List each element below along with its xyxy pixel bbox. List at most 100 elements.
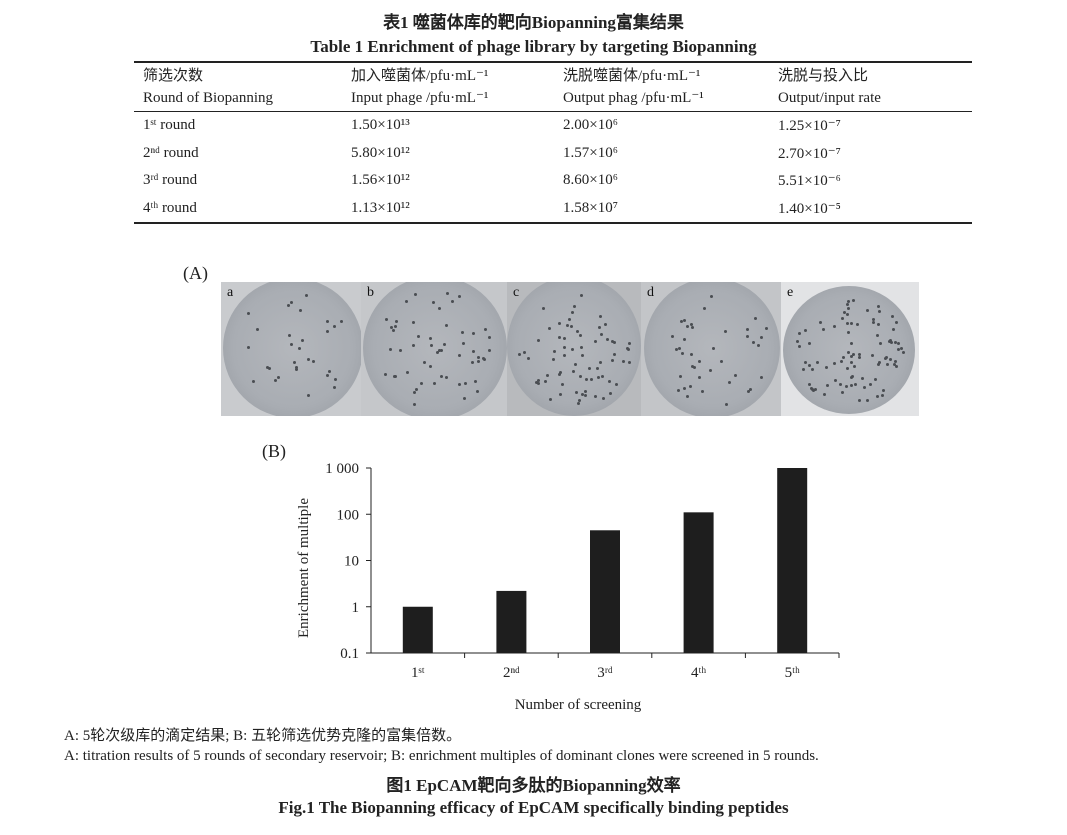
colony-dot bbox=[748, 387, 752, 391]
colony-dot bbox=[419, 381, 423, 385]
colony-dot bbox=[546, 374, 550, 378]
table-cell: 5.80×10¹² bbox=[351, 144, 410, 161]
colony-dot bbox=[678, 346, 682, 350]
colony-dot bbox=[428, 336, 432, 340]
colony-dot bbox=[691, 325, 695, 329]
colony-dot bbox=[871, 354, 875, 358]
colony-dot bbox=[562, 354, 566, 358]
colony-dot bbox=[881, 393, 885, 397]
colony-dot bbox=[327, 369, 331, 373]
colony-dot bbox=[601, 396, 605, 400]
y-tick-label: 100 bbox=[337, 507, 360, 523]
colony-dot bbox=[412, 320, 416, 324]
colony-dot bbox=[757, 344, 761, 348]
colony-dot bbox=[851, 299, 855, 303]
colony-dot bbox=[294, 368, 298, 372]
colony-dot bbox=[589, 378, 593, 382]
table-title-zh: 表1 噬菌体库的靶向Biopanning富集结果 bbox=[383, 13, 684, 32]
colony-dot bbox=[891, 315, 895, 319]
colony-dot bbox=[893, 362, 897, 366]
colony-dot bbox=[439, 374, 443, 378]
colony-dot bbox=[568, 317, 572, 321]
colony-dot bbox=[470, 360, 474, 364]
colony-dot bbox=[255, 328, 259, 332]
colony-dot bbox=[876, 304, 880, 308]
table-row: 1ˢᵗ round 1.50×10¹³ 2.00×10⁶ 1.25×10⁻⁷ bbox=[134, 112, 972, 140]
colony-dot bbox=[851, 353, 855, 357]
colony-dot bbox=[868, 383, 872, 387]
colony-dot bbox=[802, 367, 806, 371]
colony-dot bbox=[294, 365, 298, 369]
header-cell-output: 洗脱噬菌体/pfu·mL⁻¹ Output phag /pfu·mL⁻¹ bbox=[563, 68, 704, 106]
colony-dot bbox=[813, 388, 817, 392]
colony-dot bbox=[708, 368, 712, 372]
colony-dot bbox=[850, 342, 854, 346]
colony-dot bbox=[682, 337, 686, 341]
plate-letter: c bbox=[513, 285, 520, 300]
colony-dot bbox=[445, 291, 449, 295]
colony-dot bbox=[850, 361, 854, 365]
colony-dot bbox=[599, 333, 603, 337]
table-cell: 1.40×10⁻⁵ bbox=[778, 200, 841, 217]
colony-dot bbox=[562, 345, 566, 349]
colony-dot bbox=[877, 360, 881, 364]
colony-dot bbox=[428, 364, 432, 368]
colony-dot bbox=[895, 365, 899, 369]
colony-dot bbox=[683, 386, 687, 390]
colony-dot bbox=[850, 375, 854, 379]
colony-dot bbox=[325, 320, 329, 324]
y-tick-label: 1 000 bbox=[325, 461, 359, 477]
colony-dot bbox=[890, 340, 894, 344]
colony-dot bbox=[702, 307, 706, 311]
colony-dot bbox=[536, 382, 540, 386]
colony-dot bbox=[301, 338, 305, 342]
colony-dot bbox=[333, 377, 337, 381]
colony-dot bbox=[842, 356, 846, 360]
colony-dot bbox=[413, 390, 417, 394]
panel-a-label: (A) bbox=[183, 263, 208, 283]
colony-dot bbox=[299, 309, 303, 313]
colony-dot bbox=[458, 295, 462, 299]
colony-dot bbox=[572, 370, 576, 374]
colony-dot bbox=[473, 379, 477, 383]
colony-dot bbox=[900, 346, 904, 350]
colony-dot bbox=[526, 357, 530, 361]
colony-dot bbox=[808, 342, 812, 346]
colony-dot bbox=[850, 321, 854, 325]
y-tick-label: 1 bbox=[352, 600, 360, 616]
colony-dot bbox=[305, 294, 309, 298]
table-cell: 2.70×10⁻⁷ bbox=[778, 145, 841, 162]
colony-dot bbox=[541, 306, 545, 310]
colony-dot bbox=[405, 299, 409, 303]
colony-dot bbox=[584, 393, 588, 397]
colony-dot bbox=[877, 309, 881, 313]
colony-dot bbox=[289, 301, 293, 305]
header-cell-round: 筛选次数 Round of Biopanning bbox=[143, 68, 273, 106]
x-tick-label: 5ᵗʰ bbox=[785, 665, 800, 681]
bars bbox=[402, 468, 808, 653]
colony-dot bbox=[579, 346, 583, 350]
colony-dot bbox=[606, 338, 610, 342]
colony-dot bbox=[333, 386, 337, 390]
colony-dot bbox=[615, 383, 619, 387]
colony-dot bbox=[871, 320, 875, 324]
colony-dot bbox=[677, 388, 681, 392]
colony-dot bbox=[815, 361, 819, 365]
colony-dot bbox=[557, 336, 561, 340]
colony-dot bbox=[751, 340, 755, 344]
colony-dot bbox=[287, 303, 291, 307]
colony-dot bbox=[690, 364, 694, 368]
table-title-en: Table 1 Enrichment of phage library by t… bbox=[310, 37, 757, 56]
colony-dot bbox=[824, 366, 828, 370]
colony-dot bbox=[845, 385, 849, 389]
colony-dot bbox=[865, 398, 869, 402]
table-cell: 1.56×10¹² bbox=[351, 172, 410, 189]
colony-dot bbox=[483, 357, 487, 361]
colony-dot bbox=[681, 352, 685, 356]
colony-dot bbox=[858, 353, 862, 357]
colony-dot bbox=[866, 308, 870, 312]
colony-dot bbox=[876, 395, 880, 399]
colony-dot bbox=[847, 306, 851, 310]
colony-dot bbox=[292, 361, 296, 365]
colony-dot bbox=[841, 391, 845, 395]
